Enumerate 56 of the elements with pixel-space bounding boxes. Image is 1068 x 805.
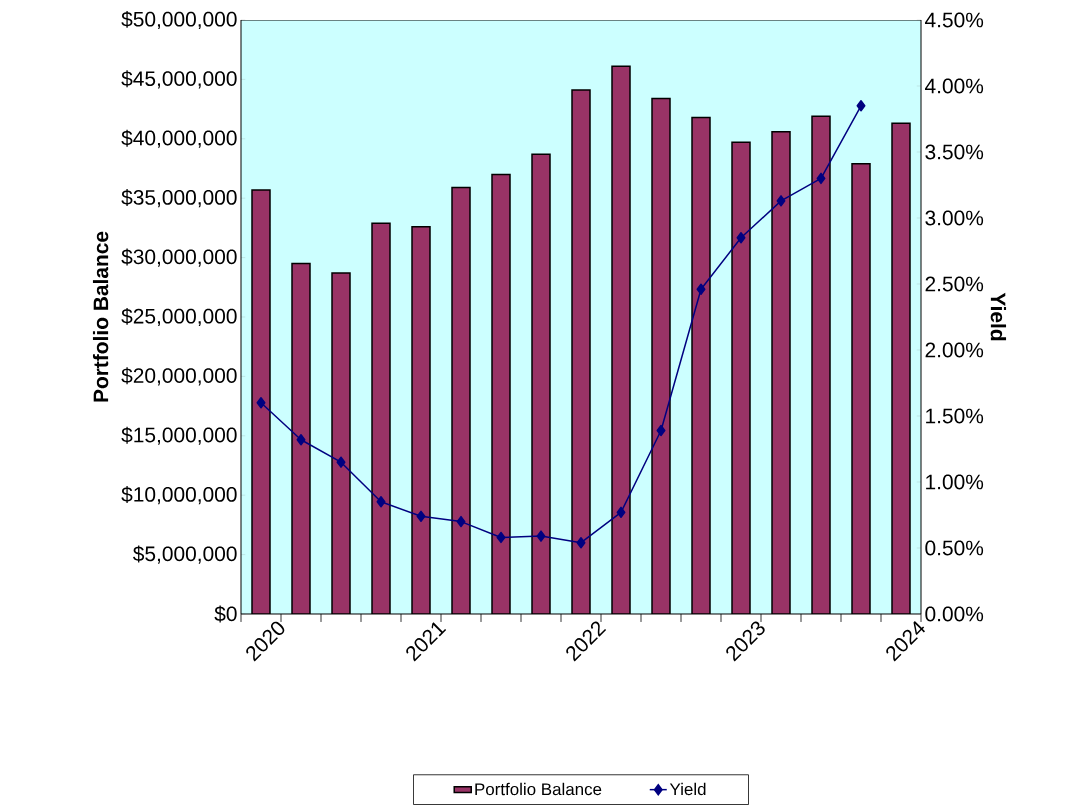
- y2-tick-label: 2.50%: [925, 276, 984, 292]
- point: [496, 531, 506, 544]
- point: [256, 397, 266, 409]
- bar: [331, 272, 351, 615]
- bar: [451, 186, 471, 615]
- y2-tick-label: 4.00%: [925, 78, 984, 94]
- point: [616, 506, 626, 519]
- y-tick-label: $0: [214, 605, 237, 623]
- point: [696, 283, 706, 296]
- y-tick-label: $10,000,000: [121, 486, 237, 505]
- bar: [651, 97, 671, 615]
- y-tick-label: $45,000,000: [121, 70, 237, 89]
- point: [816, 172, 826, 185]
- bar: [571, 89, 591, 615]
- point: [336, 456, 346, 468]
- y2-tick-label: 1.50%: [926, 408, 984, 424]
- bar: [291, 262, 311, 615]
- bar: [611, 65, 631, 615]
- point: [536, 530, 546, 542]
- point: [296, 434, 306, 446]
- bar: [251, 189, 271, 615]
- y-tick-label: $15,000,000: [121, 426, 237, 445]
- point: [376, 496, 386, 508]
- y-tick-label: $20,000,000: [121, 367, 237, 386]
- legend-label: Portfolio Balance: [475, 782, 602, 796]
- y2-tick-label: 3.00%: [925, 210, 984, 226]
- y-tick-label: $30,000,000: [121, 248, 237, 267]
- point: [576, 537, 586, 549]
- y-tick-label: $40,000,000: [121, 129, 237, 148]
- y-tick-label: $35,000,000: [121, 189, 237, 208]
- y-tick-label: $25,000,000: [121, 307, 237, 327]
- bar: [371, 222, 391, 615]
- y2-tick-label: 1.00%: [926, 474, 984, 490]
- point: [736, 232, 746, 244]
- bar: [691, 116, 711, 615]
- y2-tick-label: 2.00%: [925, 342, 984, 358]
- bar: [491, 173, 511, 615]
- point: [456, 515, 466, 528]
- y-tick-label: $5,000,000: [132, 545, 237, 564]
- bar: [531, 153, 551, 615]
- y2-tick-label: 0.50%: [925, 540, 984, 556]
- bar: [811, 115, 831, 615]
- point: [856, 100, 866, 112]
- bar: [411, 225, 431, 615]
- point: [656, 424, 666, 437]
- bar: [771, 130, 791, 615]
- y2-axis-title: Yield: [990, 292, 1007, 341]
- point: [416, 510, 426, 523]
- legend-label: Yield: [669, 782, 706, 796]
- bar: [731, 141, 751, 615]
- y-axis-title: Portfolio Balance: [92, 231, 109, 402]
- y2-tick-label: 4.50%: [925, 12, 984, 28]
- y-tick-label: $50,000,000: [121, 10, 237, 30]
- y2-tick-label: 3.50%: [925, 144, 984, 160]
- y2-tick-label: 0.00%: [925, 606, 984, 622]
- point: [776, 195, 786, 207]
